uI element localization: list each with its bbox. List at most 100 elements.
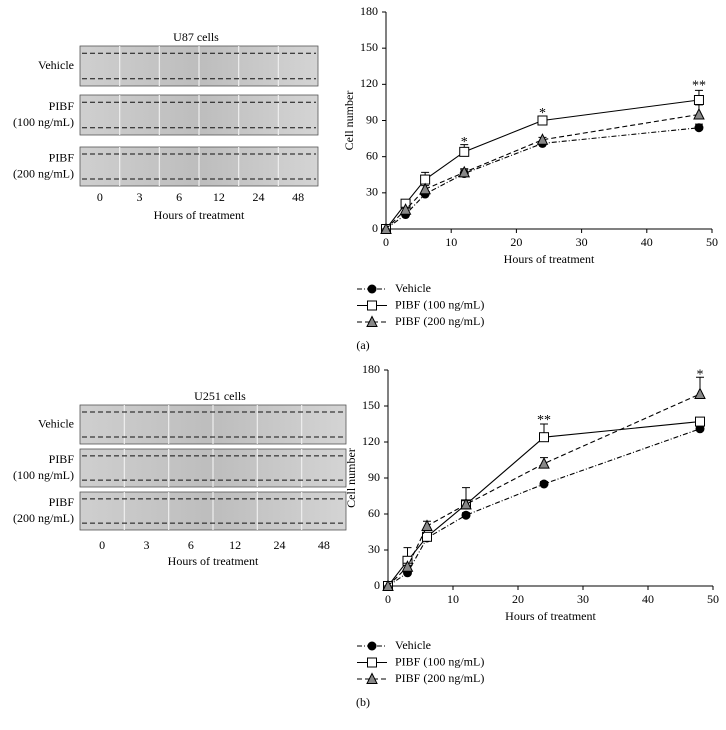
y-tick-label: 90: [368, 470, 380, 484]
y-tick-label: 150: [360, 40, 378, 54]
time-label: 6: [188, 538, 194, 552]
x-tick-label: 50: [706, 235, 718, 249]
y-tick-label: 180: [360, 4, 378, 18]
series-line: [385, 113, 700, 230]
y-axis-label: Cell number: [344, 448, 358, 508]
y-tick-label: 60: [368, 506, 380, 520]
x-tick-label: 0: [385, 592, 391, 606]
panel-title: U251 cells: [194, 389, 246, 403]
time-label: 0: [99, 538, 105, 552]
y-axis-label: Cell number: [342, 91, 356, 151]
row-label: (100 ng/mL): [13, 468, 74, 482]
y-tick-label: 30: [368, 542, 380, 556]
time-label: 6: [176, 190, 182, 204]
legend-label: Vehicle: [395, 638, 431, 652]
time-label: 24: [253, 190, 265, 204]
marker: [458, 165, 471, 178]
y-tick-label: 180: [362, 362, 380, 376]
time-label: 0: [97, 190, 103, 204]
x-tick-label: 20: [510, 235, 522, 249]
x-axis-label: Hours of treatment: [505, 609, 596, 623]
marker: [539, 479, 549, 489]
marker: [461, 510, 471, 520]
marker: [537, 115, 548, 126]
marker: [380, 222, 392, 234]
panel-tag: (a): [356, 338, 369, 352]
marker: [693, 95, 704, 106]
x-tick-label: 10: [445, 235, 457, 249]
marker: [695, 416, 705, 427]
row-label: (100 ng/mL): [13, 115, 74, 129]
marker: [539, 432, 549, 443]
x-tick-label: 0: [383, 235, 389, 249]
series-line: [387, 428, 701, 587]
row-label: PIBF: [49, 99, 75, 113]
axis-label: Hours of treatment: [154, 208, 245, 222]
legend-label: PIBF (100 ng/mL): [395, 297, 484, 311]
x-tick-label: 50: [707, 592, 719, 606]
series-line: [387, 421, 701, 587]
y-tick-label: 60: [366, 148, 378, 162]
marker: [419, 182, 431, 195]
marker: [382, 579, 394, 591]
legend-label: PIBF (200 ng/mL): [395, 671, 484, 685]
time-label: 24: [274, 538, 286, 552]
panel-tag: (b): [356, 695, 370, 709]
axis-label: Hours of treatment: [168, 554, 259, 568]
time-label: 12: [229, 538, 241, 552]
y-tick-label: 120: [362, 434, 380, 448]
legend-marker: [367, 284, 377, 294]
row-label: (200 ng/mL): [13, 511, 74, 525]
legend-label: PIBF (200 ng/mL): [395, 314, 484, 328]
row-label: (200 ng/mL): [13, 166, 74, 180]
row-label: PIBF: [49, 495, 75, 509]
time-label: 3: [137, 190, 143, 204]
time-label: 48: [292, 190, 304, 204]
y-tick-label: 30: [366, 185, 378, 199]
marker: [693, 107, 705, 120]
x-tick-label: 10: [447, 592, 459, 606]
series-line: [387, 393, 701, 587]
time-label: 48: [318, 538, 330, 552]
marker: [399, 203, 412, 215]
legend-marker: [367, 657, 377, 668]
x-tick-label: 40: [642, 592, 654, 606]
x-tick-label: 20: [512, 592, 524, 606]
y-tick-label: 150: [362, 398, 380, 412]
x-tick-label: 30: [576, 235, 588, 249]
legend-marker: [366, 672, 378, 684]
legend-label: Vehicle: [395, 281, 431, 295]
time-label: 3: [144, 538, 150, 552]
legend-marker: [367, 300, 377, 311]
row-label: PIBF: [49, 150, 75, 164]
x-axis-label: Hours of treatment: [504, 252, 595, 266]
marker: [422, 531, 432, 542]
row-label: Vehicle: [38, 416, 74, 430]
marker: [459, 146, 470, 157]
significance: **: [692, 78, 706, 93]
marker: [401, 560, 414, 572]
legend-marker: [366, 315, 378, 327]
marker: [538, 456, 550, 469]
y-tick-label: 0: [372, 221, 378, 235]
significance: **: [537, 413, 551, 428]
row-label: Vehicle: [38, 58, 74, 72]
significance: *: [539, 106, 546, 121]
marker: [694, 123, 704, 133]
row-label: PIBF: [49, 452, 75, 466]
y-tick-label: 90: [366, 112, 378, 126]
legend-label: PIBF (100 ng/mL): [395, 654, 484, 668]
marker: [694, 387, 706, 399]
x-tick-label: 30: [577, 592, 589, 606]
y-tick-label: 120: [360, 76, 378, 90]
marker: [460, 497, 472, 510]
time-label: 12: [213, 190, 225, 204]
legend-marker: [367, 641, 377, 651]
significance: *: [697, 368, 704, 383]
panel-title: U87 cells: [173, 30, 219, 44]
y-tick-label: 0: [374, 578, 380, 592]
significance: *: [461, 135, 468, 150]
marker: [421, 519, 433, 531]
x-tick-label: 40: [641, 235, 653, 249]
marker: [536, 133, 549, 145]
